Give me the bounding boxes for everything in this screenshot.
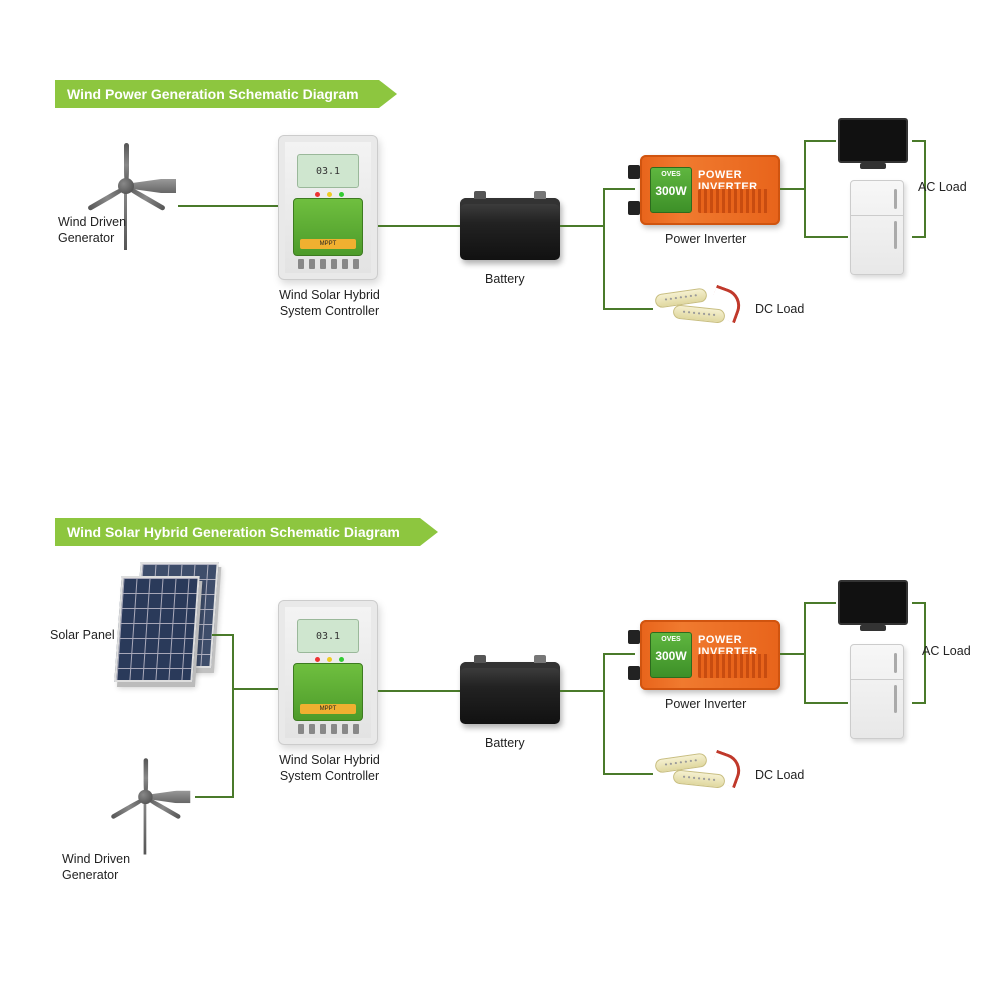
fridge-icon — [850, 644, 904, 739]
solar-panel-icon — [118, 576, 218, 696]
ac-bracket — [804, 140, 822, 238]
wire — [822, 702, 848, 704]
wire — [603, 308, 653, 310]
inverter-icon: OVES 300W POWER INVERTER — [640, 155, 780, 225]
turbine2-label: Wind DrivenGenerator — [62, 852, 130, 883]
wire — [822, 602, 836, 604]
wire — [603, 773, 653, 775]
wind-turbine-icon — [95, 747, 185, 864]
wire — [822, 236, 848, 238]
dc-load-icon — [655, 750, 735, 798]
fridge-icon — [850, 180, 904, 275]
section2-title: Wind Solar Hybrid Generation Schematic D… — [55, 518, 420, 546]
wire — [780, 188, 804, 190]
inverter-label: Power Inverter — [665, 232, 746, 248]
controller2-label: Wind Solar HybridSystem Controller — [272, 753, 387, 784]
inverter2-label: Power Inverter — [665, 697, 746, 713]
battery-label: Battery — [485, 272, 525, 288]
wire — [560, 225, 605, 227]
section2-title-bar: Wind Solar Hybrid Generation Schematic D… — [55, 518, 438, 546]
wire — [232, 688, 278, 690]
battery2-label: Battery — [485, 736, 525, 752]
section1-title: Wind Power Generation Schematic Diagram — [55, 80, 379, 108]
title-arrow-icon — [420, 518, 438, 546]
battery-icon — [460, 198, 560, 260]
wire — [603, 188, 635, 190]
wire — [560, 690, 605, 692]
wire — [378, 225, 460, 227]
ac-load-label: AC Load — [918, 180, 967, 196]
solar-label: Solar Panel — [50, 628, 115, 644]
wire — [378, 690, 460, 692]
ac-bracket — [804, 602, 822, 704]
dc-load-label: DC Load — [755, 302, 804, 318]
tv-icon — [838, 580, 908, 625]
ac-load2-label: AC Load — [922, 644, 971, 660]
wire — [212, 634, 234, 636]
dc-load2-label: DC Load — [755, 768, 804, 784]
battery-icon — [460, 662, 560, 724]
title-arrow-icon — [379, 80, 397, 108]
wire — [603, 188, 605, 310]
wire — [780, 653, 804, 655]
controller-label: Wind Solar HybridSystem Controller — [272, 288, 387, 319]
tv-icon — [838, 118, 908, 163]
turbine-label: Wind DrivenGenerator — [58, 215, 126, 246]
controller-icon: 03.1 MPPT — [278, 135, 378, 280]
wire — [232, 634, 234, 798]
wire — [822, 140, 836, 142]
wire — [603, 653, 635, 655]
inverter-icon: OVES 300W POWER INVERTER — [640, 620, 780, 690]
wire — [195, 796, 234, 798]
wire — [178, 205, 278, 207]
wire — [603, 653, 605, 775]
section1-title-bar: Wind Power Generation Schematic Diagram — [55, 80, 397, 108]
dc-load-icon — [655, 285, 735, 333]
controller-icon: 03.1 MPPT — [278, 600, 378, 745]
